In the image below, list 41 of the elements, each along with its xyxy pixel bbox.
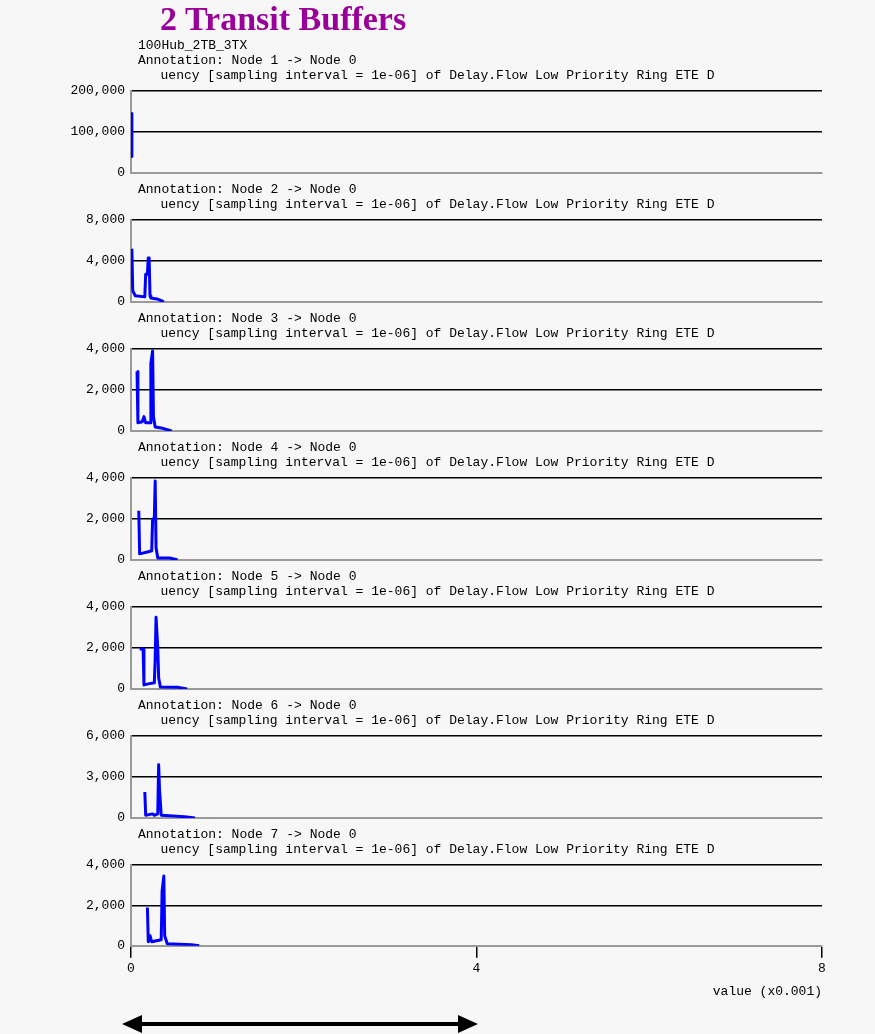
chart-subtitle: uency [sampling interval = 1e-06] of Delay.Flow Low Priority Ring ETE D xyxy=(159,326,716,341)
x-tick-label: 0 xyxy=(127,961,135,977)
y-tick-label: 0 xyxy=(117,681,125,697)
y-tick-label: 4,000 xyxy=(85,599,125,615)
x-tick-label: 4 xyxy=(472,961,481,977)
text: 100Hub_2TB_3TX xyxy=(137,38,249,54)
y-tick-label: 2,000 xyxy=(85,382,125,398)
y-tick-label: 6,000 xyxy=(85,728,125,744)
text: 2 Transit Buffers xyxy=(159,0,408,38)
y-tick-label: 0 xyxy=(117,294,125,310)
y-tick-label: 100,000 xyxy=(70,124,125,140)
y-tick-label: 4,000 xyxy=(85,253,125,269)
y-tick-label: 4,000 xyxy=(85,470,125,486)
y-tick-label: 8,000 xyxy=(85,212,125,228)
chart-title: Annotation: Node 5 -> Node 0 xyxy=(137,569,358,584)
chart-title: Annotation: Node 7 -> Node 0 xyxy=(137,827,358,842)
y-tick-label: 0 xyxy=(117,938,125,954)
chart-subtitle: uency [sampling interval = 1e-06] of Delay.Flow Low Priority Ring ETE D xyxy=(159,842,716,857)
chart-subtitle: uency [sampling interval = 1e-06] of Delay.Flow Low Priority Ring ETE D xyxy=(159,713,716,728)
chart-subtitle: uency [sampling interval = 1e-06] of Delay.Flow Low Priority Ring ETE D xyxy=(159,584,716,599)
chart-title: Annotation: Node 4 -> Node 0 xyxy=(137,440,358,455)
y-tick-label: 200,000 xyxy=(70,83,125,99)
x-axis-title: value (x0.001) xyxy=(712,983,822,999)
chart-title: Annotation: Node 3 -> Node 0 xyxy=(137,311,358,326)
y-tick-label: 4,000 xyxy=(85,341,125,357)
chart-title: Annotation: Node 1 -> Node 0 xyxy=(137,53,358,68)
y-tick-label: 0 xyxy=(117,552,125,568)
y-tick-label: 4,000 xyxy=(85,857,125,873)
chart-title: Annotation: Node 2 -> Node 0 xyxy=(137,182,358,197)
y-tick-label: 2,000 xyxy=(85,511,125,527)
y-tick-label: 2,000 xyxy=(85,640,125,656)
chart-subtitle: uency [sampling interval = 1e-06] of Delay.Flow Low Priority Ring ETE D xyxy=(159,68,716,83)
y-tick-label: 0 xyxy=(117,810,125,826)
y-tick-label: 3,000 xyxy=(85,769,125,785)
chart-subtitle: uency [sampling interval = 1e-06] of Delay.Flow Low Priority Ring ETE D xyxy=(159,455,716,470)
y-tick-label: 2,000 xyxy=(85,897,125,913)
x-tick-label: 8 xyxy=(818,961,826,977)
chart-title: Annotation: Node 6 -> Node 0 xyxy=(137,698,358,713)
chart-subtitle: uency [sampling interval = 1e-06] of Delay.Flow Low Priority Ring ETE D xyxy=(159,197,716,212)
y-tick-label: 0 xyxy=(117,423,125,439)
y-tick-label: 0 xyxy=(117,165,125,181)
